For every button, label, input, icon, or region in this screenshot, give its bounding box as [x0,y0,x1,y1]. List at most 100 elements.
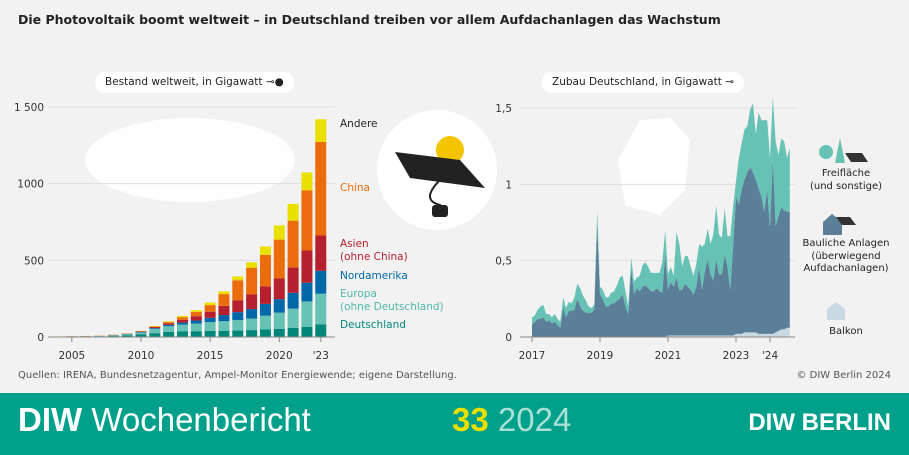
x-tick-label: 2017 [519,350,546,362]
bar-deutschland [273,328,285,337]
right-chart-title: Zubau Deutschland, in Gigawatt ⊸ [542,72,744,93]
plug-icon: ⊸● [265,76,284,88]
bar-nordamerika [218,315,230,322]
x-tick-label: 2005 [58,350,85,362]
bar-deutschland [301,326,313,337]
bar-deutschland [246,330,258,337]
bar-europa [121,334,133,336]
bar-nordamerika [163,324,175,327]
bar-china [176,317,188,320]
y-tick-label: 0 [37,332,44,344]
bar-asien [315,235,327,271]
bar-europa [204,321,216,331]
y-tick-label: 1,5 [495,103,512,115]
y-tick-label: 0,5 [495,256,512,268]
source-note: Quellen: IRENA, Bundesnetzagentur, Ampel… [18,370,457,381]
bar-europa [259,315,271,330]
bar-nordamerika [204,317,216,322]
bar-nordamerika [273,299,285,313]
bar-china [190,311,202,317]
legend-item: Asien (ohne China) [340,238,408,263]
legend-item: Bauliche Anlagen (überwiegend Aufdachanlag… [802,238,890,274]
x-tick-label: '23 [313,350,329,362]
bar-asien [301,250,313,283]
legend-item: China [340,182,370,194]
figure-title: Die Photovoltaik boomt weltweit – in Deu… [18,12,721,27]
bar-china [315,141,327,236]
sun-icon [436,136,464,164]
legend-item: Andere [340,118,378,130]
bar-deutschland [232,330,244,337]
bar-europa [218,321,230,331]
x-tick-label: '24 [762,350,779,362]
x-tick-label: 2020 [266,350,293,362]
diw-logo: DIW BERLIN [748,409,891,436]
area-balkon [532,327,790,337]
y-tick-label: 0 [505,332,512,344]
bar-deutschland [204,330,216,337]
house-icon [823,214,842,235]
plug-icon [429,179,441,215]
bar-andere [163,321,175,323]
bar-andere [204,302,216,306]
tree-icon [835,138,845,163]
bar-china [204,305,216,312]
bar-andere [176,315,188,318]
legend-item: Europa (ohne Deutschland) [340,288,444,313]
bar-andere [315,119,327,142]
bar-andere [259,246,271,255]
y-tick-label: 1 [505,179,512,191]
x-tick-label: 2021 [655,350,682,362]
bar-asien [287,267,299,293]
solar-panel-icon [845,153,868,162]
bar-europa [301,301,313,327]
bar-deutschland [121,335,133,337]
bar-nordamerika [287,292,299,309]
bar-europa [107,335,119,337]
bar-asien [176,319,188,323]
bar-china [259,254,271,287]
bar-andere [190,310,202,312]
bar-asien [259,286,271,304]
bar-europa [190,323,202,332]
bar-europa [232,320,244,331]
legend-item: Freifläche (und sonstige) [809,168,883,192]
bar-nordamerika [246,309,258,319]
bar-europa [176,324,188,332]
bar-asien [246,294,258,310]
y-tick-label: 1 500 [14,102,44,114]
bar-deutschland [135,334,147,337]
bar-china [163,322,175,324]
bar-china [232,280,244,301]
bar-deutschland [190,331,202,337]
bar-andere [246,262,258,268]
bar-europa [135,332,147,335]
bar-nordamerika [301,282,313,302]
footer-band: DIW Wochenbericht 33 2024 DIW BERLIN [0,393,909,455]
solar-panel-icon [395,152,485,188]
bar-asien [273,278,285,300]
area-freifläche [532,97,790,328]
bar-deutschland [163,331,175,337]
bar-china [246,267,258,295]
bar-europa [163,326,175,332]
germany-map [618,118,690,215]
bar-andere [232,276,244,281]
solar-panel-icon [836,217,856,225]
bar-deutschland [176,331,188,337]
x-tick-label: 2019 [587,350,614,362]
bar-andere [301,172,313,191]
x-tick-label: 2023 [723,350,750,362]
left-chart-title: Bestand weltweit, in Gigawatt ⊸● [95,72,294,93]
bar-europa [287,308,299,328]
bar-europa [273,312,285,329]
tree-icon [819,145,833,159]
bar-europa [315,293,327,325]
bar-nordamerika [232,312,244,321]
bar-nordamerika [259,303,271,316]
publication-name: DIW Wochenbericht [18,401,311,438]
bar-asien [204,311,216,318]
copyright: © DIW Berlin 2024 [796,370,891,381]
legend-item: Deutschland [340,319,406,331]
charts-canvas: 0 500 1000 1 500 2005 2010 2015 2020 '23 0 0,5 1 1,5… [14,97,868,362]
